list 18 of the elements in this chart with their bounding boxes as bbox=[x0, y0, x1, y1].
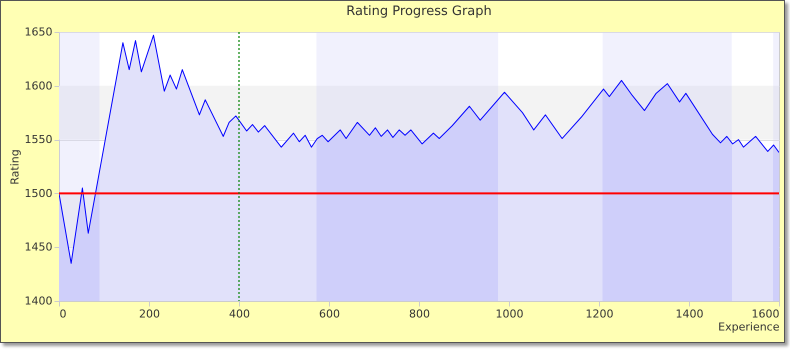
x-tick-label: 600 bbox=[319, 308, 340, 320]
x-tick-label: 800 bbox=[409, 308, 430, 320]
y-tick-label: 1550 bbox=[24, 133, 52, 146]
x-tick-label: 200 bbox=[139, 308, 160, 320]
y-tick-label: 1450 bbox=[24, 240, 52, 254]
y-tick-label: 1400 bbox=[24, 294, 52, 308]
x-tick-label: 1400 bbox=[676, 308, 704, 320]
y-tick-label: 1600 bbox=[24, 79, 52, 92]
y-axis-title: Rating bbox=[8, 149, 22, 185]
chart-title: Rating Progress Graph bbox=[346, 4, 492, 19]
x-axis-title: Experience bbox=[718, 320, 780, 334]
y-tick-label: 1500 bbox=[24, 186, 52, 200]
x-tick-label: 400 bbox=[229, 308, 250, 320]
x-tick-label: 1600 bbox=[752, 308, 780, 320]
y-tick-label: 1650 bbox=[24, 26, 52, 38]
x-tick-label: 1200 bbox=[586, 308, 614, 320]
x-tick-label: 0 bbox=[60, 308, 66, 320]
x-tick-label: 1000 bbox=[496, 308, 524, 320]
